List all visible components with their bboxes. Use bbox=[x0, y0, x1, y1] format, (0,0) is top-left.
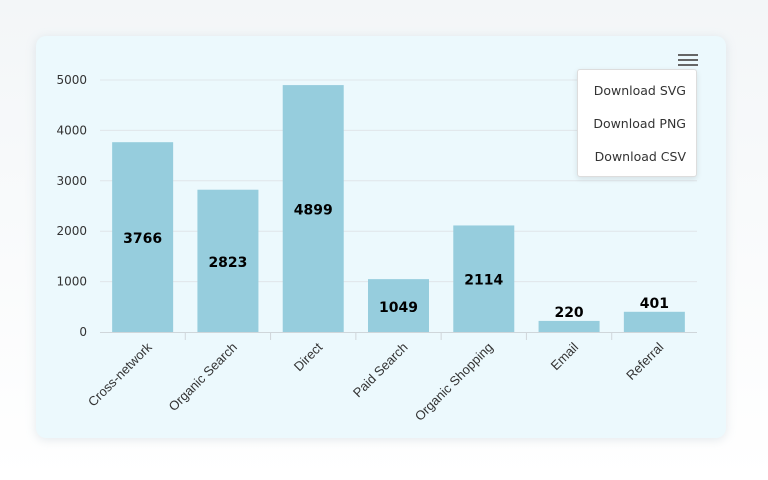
data-label: 220 bbox=[554, 305, 583, 321]
data-label: 401 bbox=[640, 296, 669, 312]
x-tick-label: Organic Shopping bbox=[412, 340, 496, 424]
data-label: 4899 bbox=[294, 203, 333, 219]
x-tick-label: Referral bbox=[623, 339, 666, 382]
x-tick-label: Paid Search bbox=[350, 340, 411, 401]
bar[interactable] bbox=[197, 189, 259, 332]
y-tick-label: 2000 bbox=[56, 224, 87, 238]
data-label: 3766 bbox=[123, 231, 162, 247]
download-png-item[interactable]: Download PNG bbox=[593, 116, 686, 131]
y-tick-label: 4000 bbox=[56, 123, 87, 137]
export-menu: Download SVG Download PNG Download CSV bbox=[577, 69, 697, 177]
y-tick-label: 0 bbox=[79, 325, 87, 339]
y-tick-label: 1000 bbox=[56, 275, 87, 289]
x-tick-label: Cross-network bbox=[85, 339, 155, 409]
bar[interactable] bbox=[538, 320, 600, 332]
bar[interactable] bbox=[453, 225, 515, 332]
x-tick-label: Direct bbox=[291, 339, 326, 374]
data-label: 2114 bbox=[464, 273, 503, 289]
bar[interactable] bbox=[282, 85, 344, 333]
download-csv-item[interactable]: Download CSV bbox=[594, 149, 686, 164]
bar[interactable] bbox=[623, 311, 685, 332]
bar[interactable] bbox=[368, 279, 429, 332]
download-svg-item[interactable]: Download SVG bbox=[593, 83, 686, 98]
data-label: 2823 bbox=[208, 255, 247, 271]
x-tick-label: Email bbox=[548, 339, 582, 373]
y-tick-label: 3000 bbox=[56, 174, 87, 188]
data-label: 1049 bbox=[379, 300, 418, 316]
y-tick-label: 5000 bbox=[56, 73, 87, 87]
x-tick-label: Organic Search bbox=[166, 340, 240, 414]
hamburger-menu-icon[interactable] bbox=[678, 52, 698, 68]
bar[interactable] bbox=[112, 142, 174, 332]
